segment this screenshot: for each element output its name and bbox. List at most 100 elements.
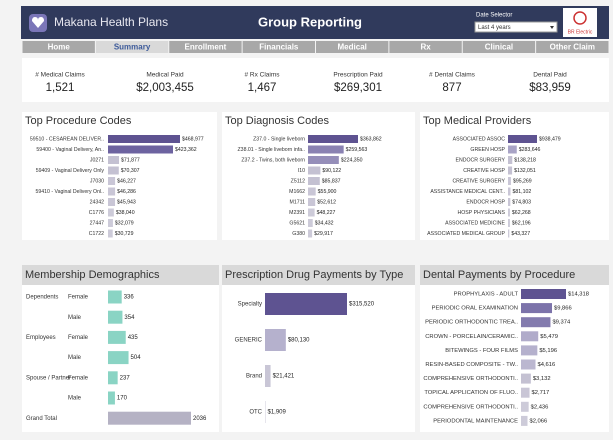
bar xyxy=(108,187,116,196)
category-label: CREATIVE HOSP xyxy=(463,168,505,174)
bar xyxy=(308,156,339,164)
bar xyxy=(521,317,551,328)
date-selector-label: Date Selector xyxy=(476,13,512,19)
bar xyxy=(508,177,511,185)
nav-tab[interactable] xyxy=(22,41,95,53)
bar xyxy=(508,187,511,196)
category-label: GENERIC xyxy=(235,338,263,344)
value-label: $4,616 xyxy=(538,362,556,368)
category-label: C1722 xyxy=(89,231,104,237)
value-label: $80,130 xyxy=(288,338,310,344)
kpi-panel xyxy=(22,58,609,102)
chart-title: Prescription Drug Payments by Type xyxy=(225,269,403,281)
bar xyxy=(108,219,113,227)
value-label: $9,866 xyxy=(554,306,572,312)
bar xyxy=(108,290,122,304)
chart-panel xyxy=(222,265,415,432)
value-label: $5,196 xyxy=(539,348,557,354)
bar xyxy=(521,387,530,398)
value-label: $283,646 xyxy=(519,147,541,153)
kpi-label: # Medical Claims xyxy=(35,72,85,79)
bar xyxy=(265,365,271,387)
value-label: 435 xyxy=(128,335,139,341)
bar xyxy=(521,289,566,299)
kpi-label: Prescription Paid xyxy=(333,72,383,79)
nav-tab[interactable] xyxy=(316,41,389,53)
bar xyxy=(308,198,316,206)
bar xyxy=(508,156,513,164)
bar xyxy=(308,208,315,217)
category-label: ENDOCR HOSP xyxy=(466,199,505,205)
category-label: Male xyxy=(68,315,82,321)
brand-logo-heart xyxy=(32,17,44,28)
bar xyxy=(308,229,313,238)
bar xyxy=(521,359,536,370)
nav-tab[interactable] xyxy=(462,41,536,53)
category-label: 59400 - Vaginal Delivery, An.. xyxy=(36,147,104,153)
category-label: M1711 xyxy=(290,199,306,205)
bar xyxy=(521,303,553,314)
category-label: ASSISTANCE MEDICAL CENT.. xyxy=(430,189,505,195)
chart-title-bar xyxy=(420,265,609,285)
category-label: M1662 xyxy=(289,189,305,195)
category-label: J0271 xyxy=(90,157,104,163)
nav-tab[interactable] xyxy=(389,41,462,53)
category-label: 59409 - Vaginal Delivery Only xyxy=(36,168,105,174)
category-label: COMPREHENSIVE ORTHODONTI.. xyxy=(423,404,518,410)
kpi-label: # Rx Claims xyxy=(244,72,280,79)
nav-tab-label: Other Claim xyxy=(550,43,595,52)
bar xyxy=(521,415,528,426)
value-label: $9,374 xyxy=(552,320,571,326)
value-label: 2036 xyxy=(193,416,207,422)
chart-title: Membership Demographics xyxy=(25,269,160,281)
category-label: ENDOCR SURGERY xyxy=(456,157,506,163)
value-label: $71,877 xyxy=(121,157,140,163)
bar xyxy=(108,208,114,217)
category-label: G5621 xyxy=(289,220,305,226)
kpi-row: # Medical Claims 1,521 Medical Paid $2,003,… xyxy=(35,72,571,94)
value-label: $938,479 xyxy=(539,136,561,142)
brand-name: Makana Health Plans xyxy=(54,15,168,29)
chart-panel xyxy=(222,112,415,240)
group-label: Spouse / Partner xyxy=(26,375,71,381)
nav-tab[interactable] xyxy=(95,41,169,53)
value-label: $14,318 xyxy=(568,292,589,298)
bar xyxy=(108,177,116,185)
value-label: $224,350 xyxy=(341,157,363,163)
chart-title-bar xyxy=(222,265,415,285)
bar xyxy=(265,329,286,351)
bar xyxy=(308,135,358,143)
bar xyxy=(521,401,529,412)
date-selector[interactable] xyxy=(474,21,558,33)
value-label: $81,102 xyxy=(513,189,532,195)
bar xyxy=(508,219,510,227)
value-label: $32,079 xyxy=(115,220,134,226)
value-label: $1,909 xyxy=(267,410,286,416)
category-label: PROPHYLAXIS - ADULT xyxy=(454,292,519,298)
nav-tab[interactable] xyxy=(169,41,242,53)
chart-title-bar xyxy=(22,265,219,285)
value-label: $315,520 xyxy=(349,302,375,308)
bar xyxy=(108,229,113,238)
chart-panel xyxy=(420,265,609,432)
value-label: $48,227 xyxy=(317,210,336,216)
kpi-value: 877 xyxy=(442,82,461,94)
category-label: TOPICAL APPLICATION OF FLUO.. xyxy=(424,390,518,396)
nav-tab-label: Enrollment xyxy=(185,43,227,52)
nav-tab-label: Rx xyxy=(420,43,431,52)
nav-tab-label: Medical xyxy=(338,43,367,52)
category-label: Male xyxy=(68,396,82,402)
group-label: Dependents xyxy=(26,295,58,301)
nav-tab-label: Clinical xyxy=(485,43,513,52)
nav-tab[interactable] xyxy=(242,41,315,53)
category-label: Male xyxy=(68,355,82,361)
category-label: ASSOCIATED MEDICAL GROUP xyxy=(427,231,505,237)
category-label: HOSP PHYSICIANS xyxy=(458,210,506,216)
date-selector-value: Last 4 years xyxy=(478,25,511,31)
nav-tab[interactable] xyxy=(536,41,609,53)
bar xyxy=(521,373,531,384)
chart-panel xyxy=(22,265,219,432)
category-label: ASSOCIATED ASSOC xyxy=(453,136,506,142)
category-label: Z37.0 - Single liveborn xyxy=(253,136,305,142)
